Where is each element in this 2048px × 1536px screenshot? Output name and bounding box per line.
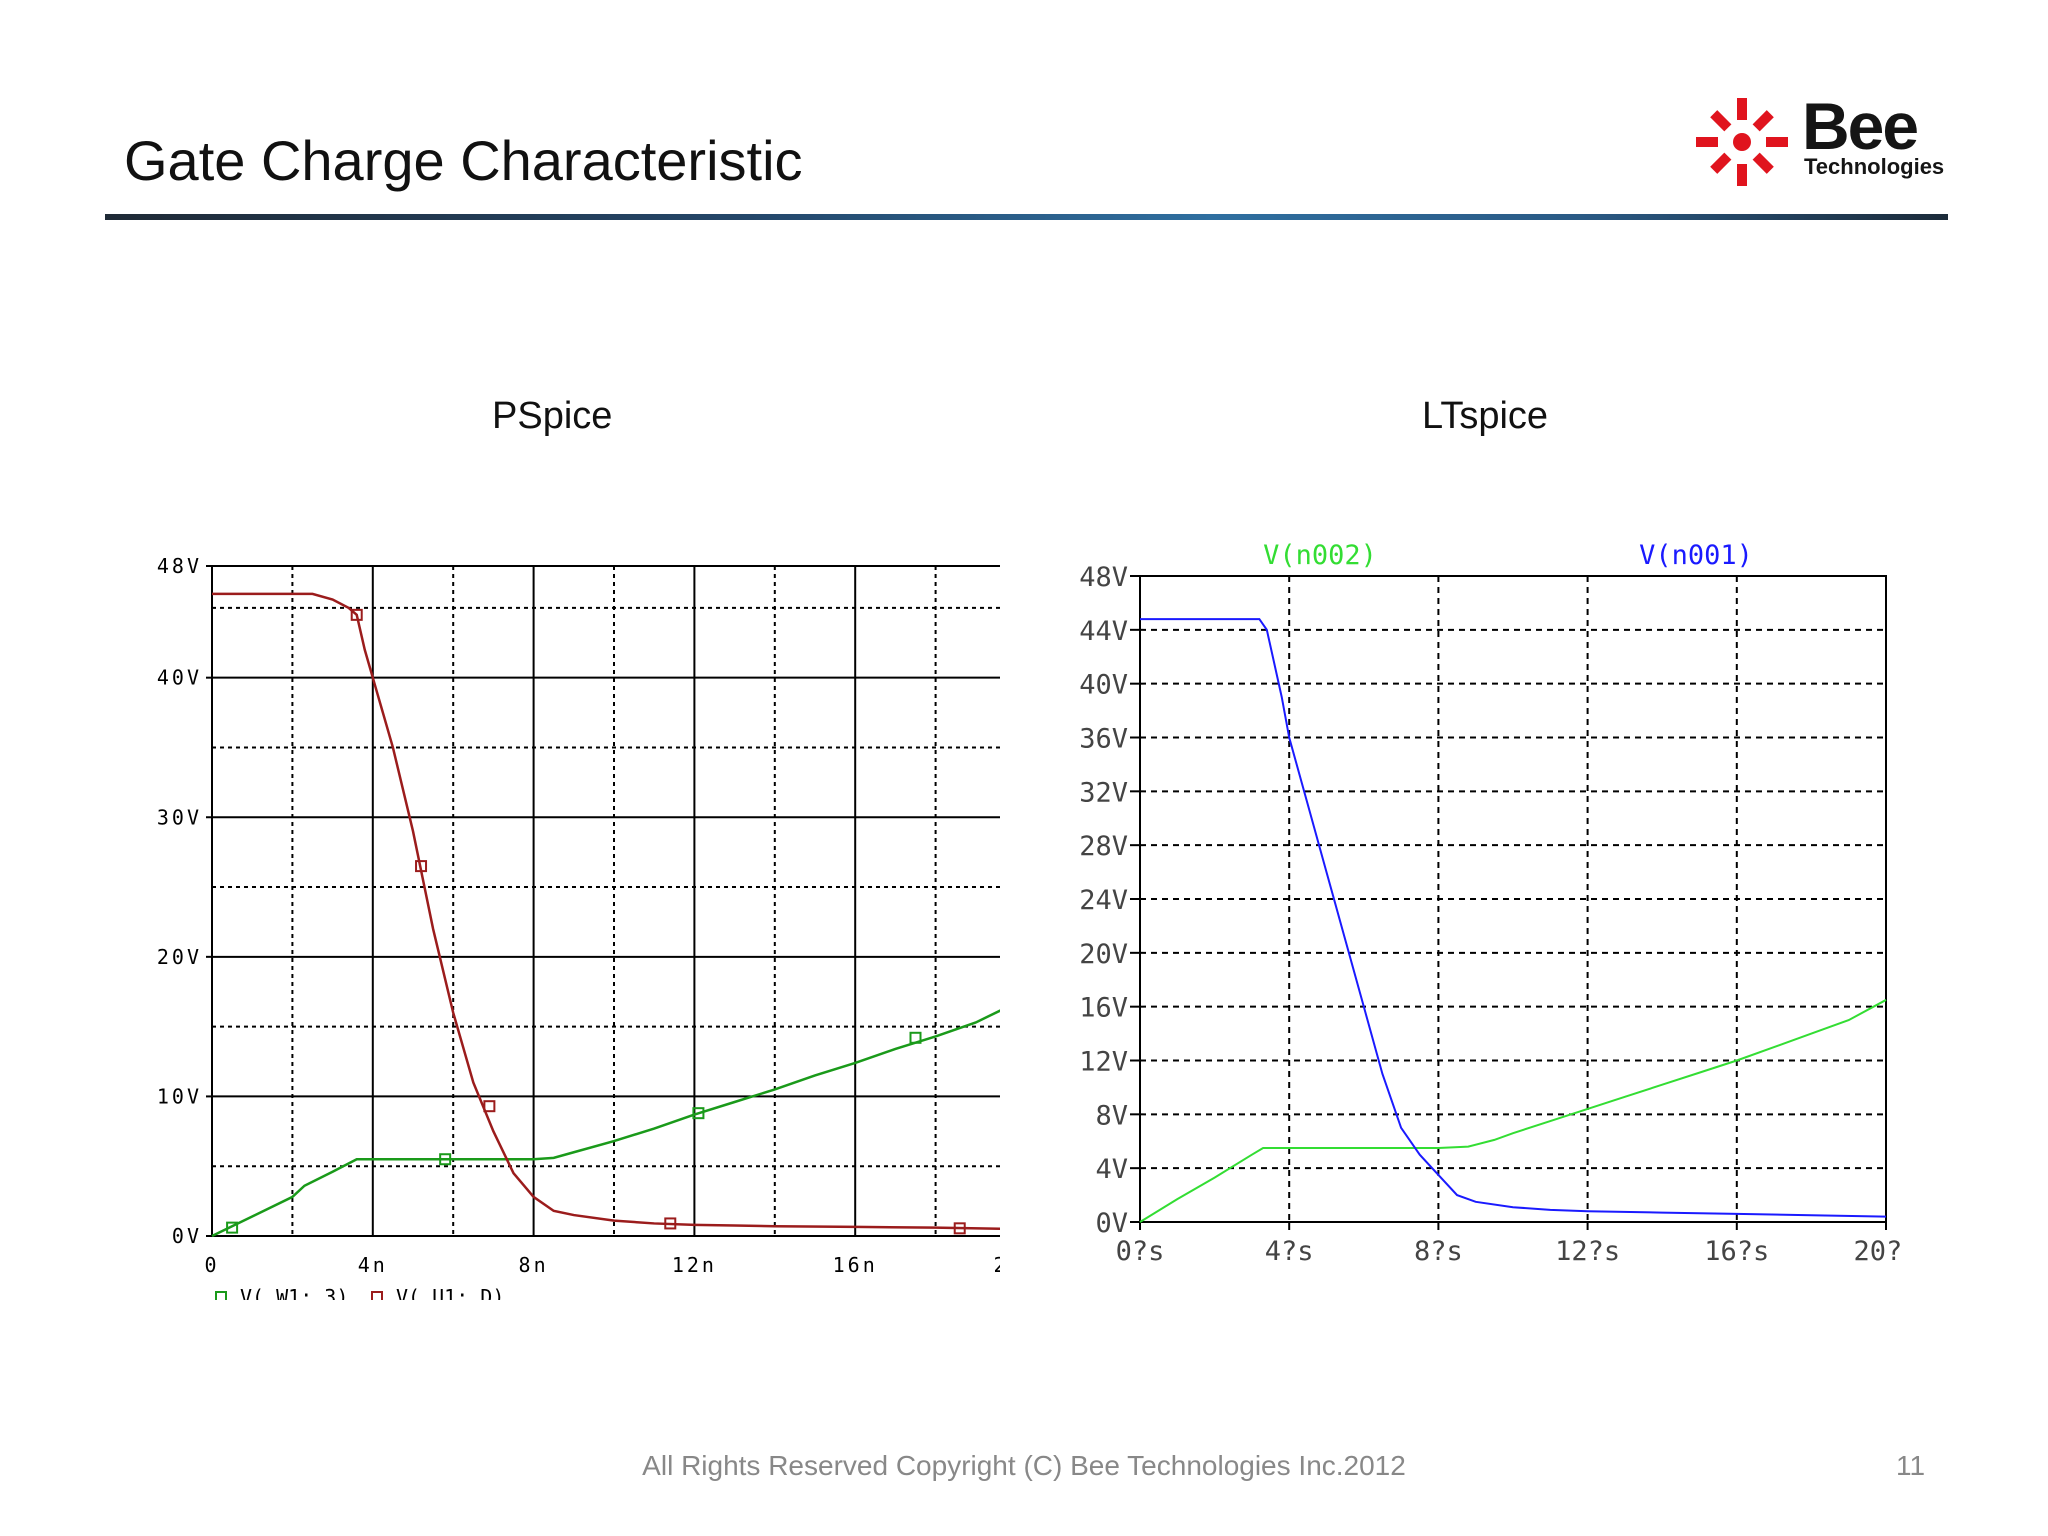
y-tick-label: 30V — [157, 805, 202, 829]
y-tick-label: 4V — [1095, 1154, 1128, 1185]
legend-marker — [215, 1291, 227, 1300]
x-tick-label: 4n — [358, 1253, 388, 1277]
x-tick-label: 4?s — [1265, 1236, 1314, 1267]
series-marker — [439, 1153, 452, 1166]
bee-star-icon — [1696, 98, 1788, 186]
y-tick-label: 32V — [1079, 777, 1128, 808]
legend-label: V(n001) — [1639, 540, 1753, 571]
series-marker — [415, 860, 428, 873]
ltspice-panel-title: LTspice — [1422, 395, 1549, 437]
y-tick-label: 16V — [1079, 993, 1128, 1024]
y-tick-label: 8V — [1095, 1100, 1128, 1131]
y-tick-label: 36V — [1079, 724, 1128, 755]
y-tick-label: 20V — [157, 945, 202, 969]
x-tick-label: 12n — [672, 1253, 717, 1277]
series-marker — [692, 1107, 705, 1120]
y-tick-label: 0V — [172, 1224, 202, 1248]
y-tick-label: 24V — [1079, 885, 1128, 916]
y-tick-label: 10V — [157, 1084, 202, 1108]
y-tick-label: 28V — [1079, 831, 1128, 862]
series-line-0 — [1139, 999, 1887, 1223]
x-tick-label: 16?s — [1704, 1236, 1769, 1267]
page-title: Gate Charge Characteristic — [124, 129, 803, 192]
ltspice-chart: 0V 4V 8V 12V 16V 20V 24V 28V 32V 36V 40V 44V 48V 0?s 4… — [1079, 540, 1900, 1267]
y-tick-label: 48V — [157, 554, 202, 578]
logo-subtitle: Technologies — [1804, 154, 1945, 179]
x-tick-label: 0 — [204, 1253, 219, 1277]
x-tick-label: 20?s — [1853, 1236, 1900, 1267]
x-tick-label: 20n — [993, 1253, 1000, 1277]
legend-label: V( U1: D) — [396, 1285, 504, 1300]
page-number: 11 — [1896, 1450, 1926, 1481]
y-tick-label: 0V — [1095, 1208, 1128, 1239]
legend-marker — [371, 1291, 383, 1300]
company-logo: Bee Technologies — [1690, 89, 1950, 194]
series-marker — [226, 1221, 239, 1234]
plot-frame — [211, 565, 1000, 1237]
x-tick-label: 12?s — [1555, 1236, 1620, 1267]
logo-wordmark: Bee — [1802, 89, 1919, 163]
y-tick-label: 44V — [1079, 616, 1128, 647]
series-marker — [483, 1100, 496, 1113]
series-line-0 — [211, 1009, 1000, 1238]
series-line-1 — [212, 592, 1000, 1230]
x-tick-label: 16n — [833, 1253, 878, 1277]
y-tick-label: 40V — [157, 666, 202, 690]
series-marker — [953, 1222, 966, 1235]
x-tick-label: 0?s — [1116, 1236, 1165, 1267]
series-marker — [909, 1031, 922, 1044]
legend-label: V( W1: 3) — [240, 1285, 348, 1300]
y-tick-label: 12V — [1079, 1047, 1128, 1078]
y-tick-label: 48V — [1079, 562, 1128, 593]
pspice-panel-title: PSpice — [492, 395, 613, 437]
series-line-1 — [1140, 618, 1887, 1218]
y-tick-label: 20V — [1079, 939, 1128, 970]
legend-label: V(n002) — [1263, 540, 1377, 571]
series-marker — [350, 608, 363, 621]
title-divider — [105, 214, 1948, 220]
copyright-footer: All Rights Reserved Copyright (C) Bee Te… — [642, 1450, 1406, 1481]
pspice-chart: 0V 10V 20V 30V 40V 48V 0 4n 8n 12n 16n 20n V( W1: 3)… — [157, 554, 1000, 1300]
y-tick-label: 40V — [1079, 670, 1128, 701]
x-tick-label: 8?s — [1414, 1236, 1463, 1267]
series-marker — [664, 1217, 677, 1230]
x-tick-label: 8n — [519, 1253, 549, 1277]
